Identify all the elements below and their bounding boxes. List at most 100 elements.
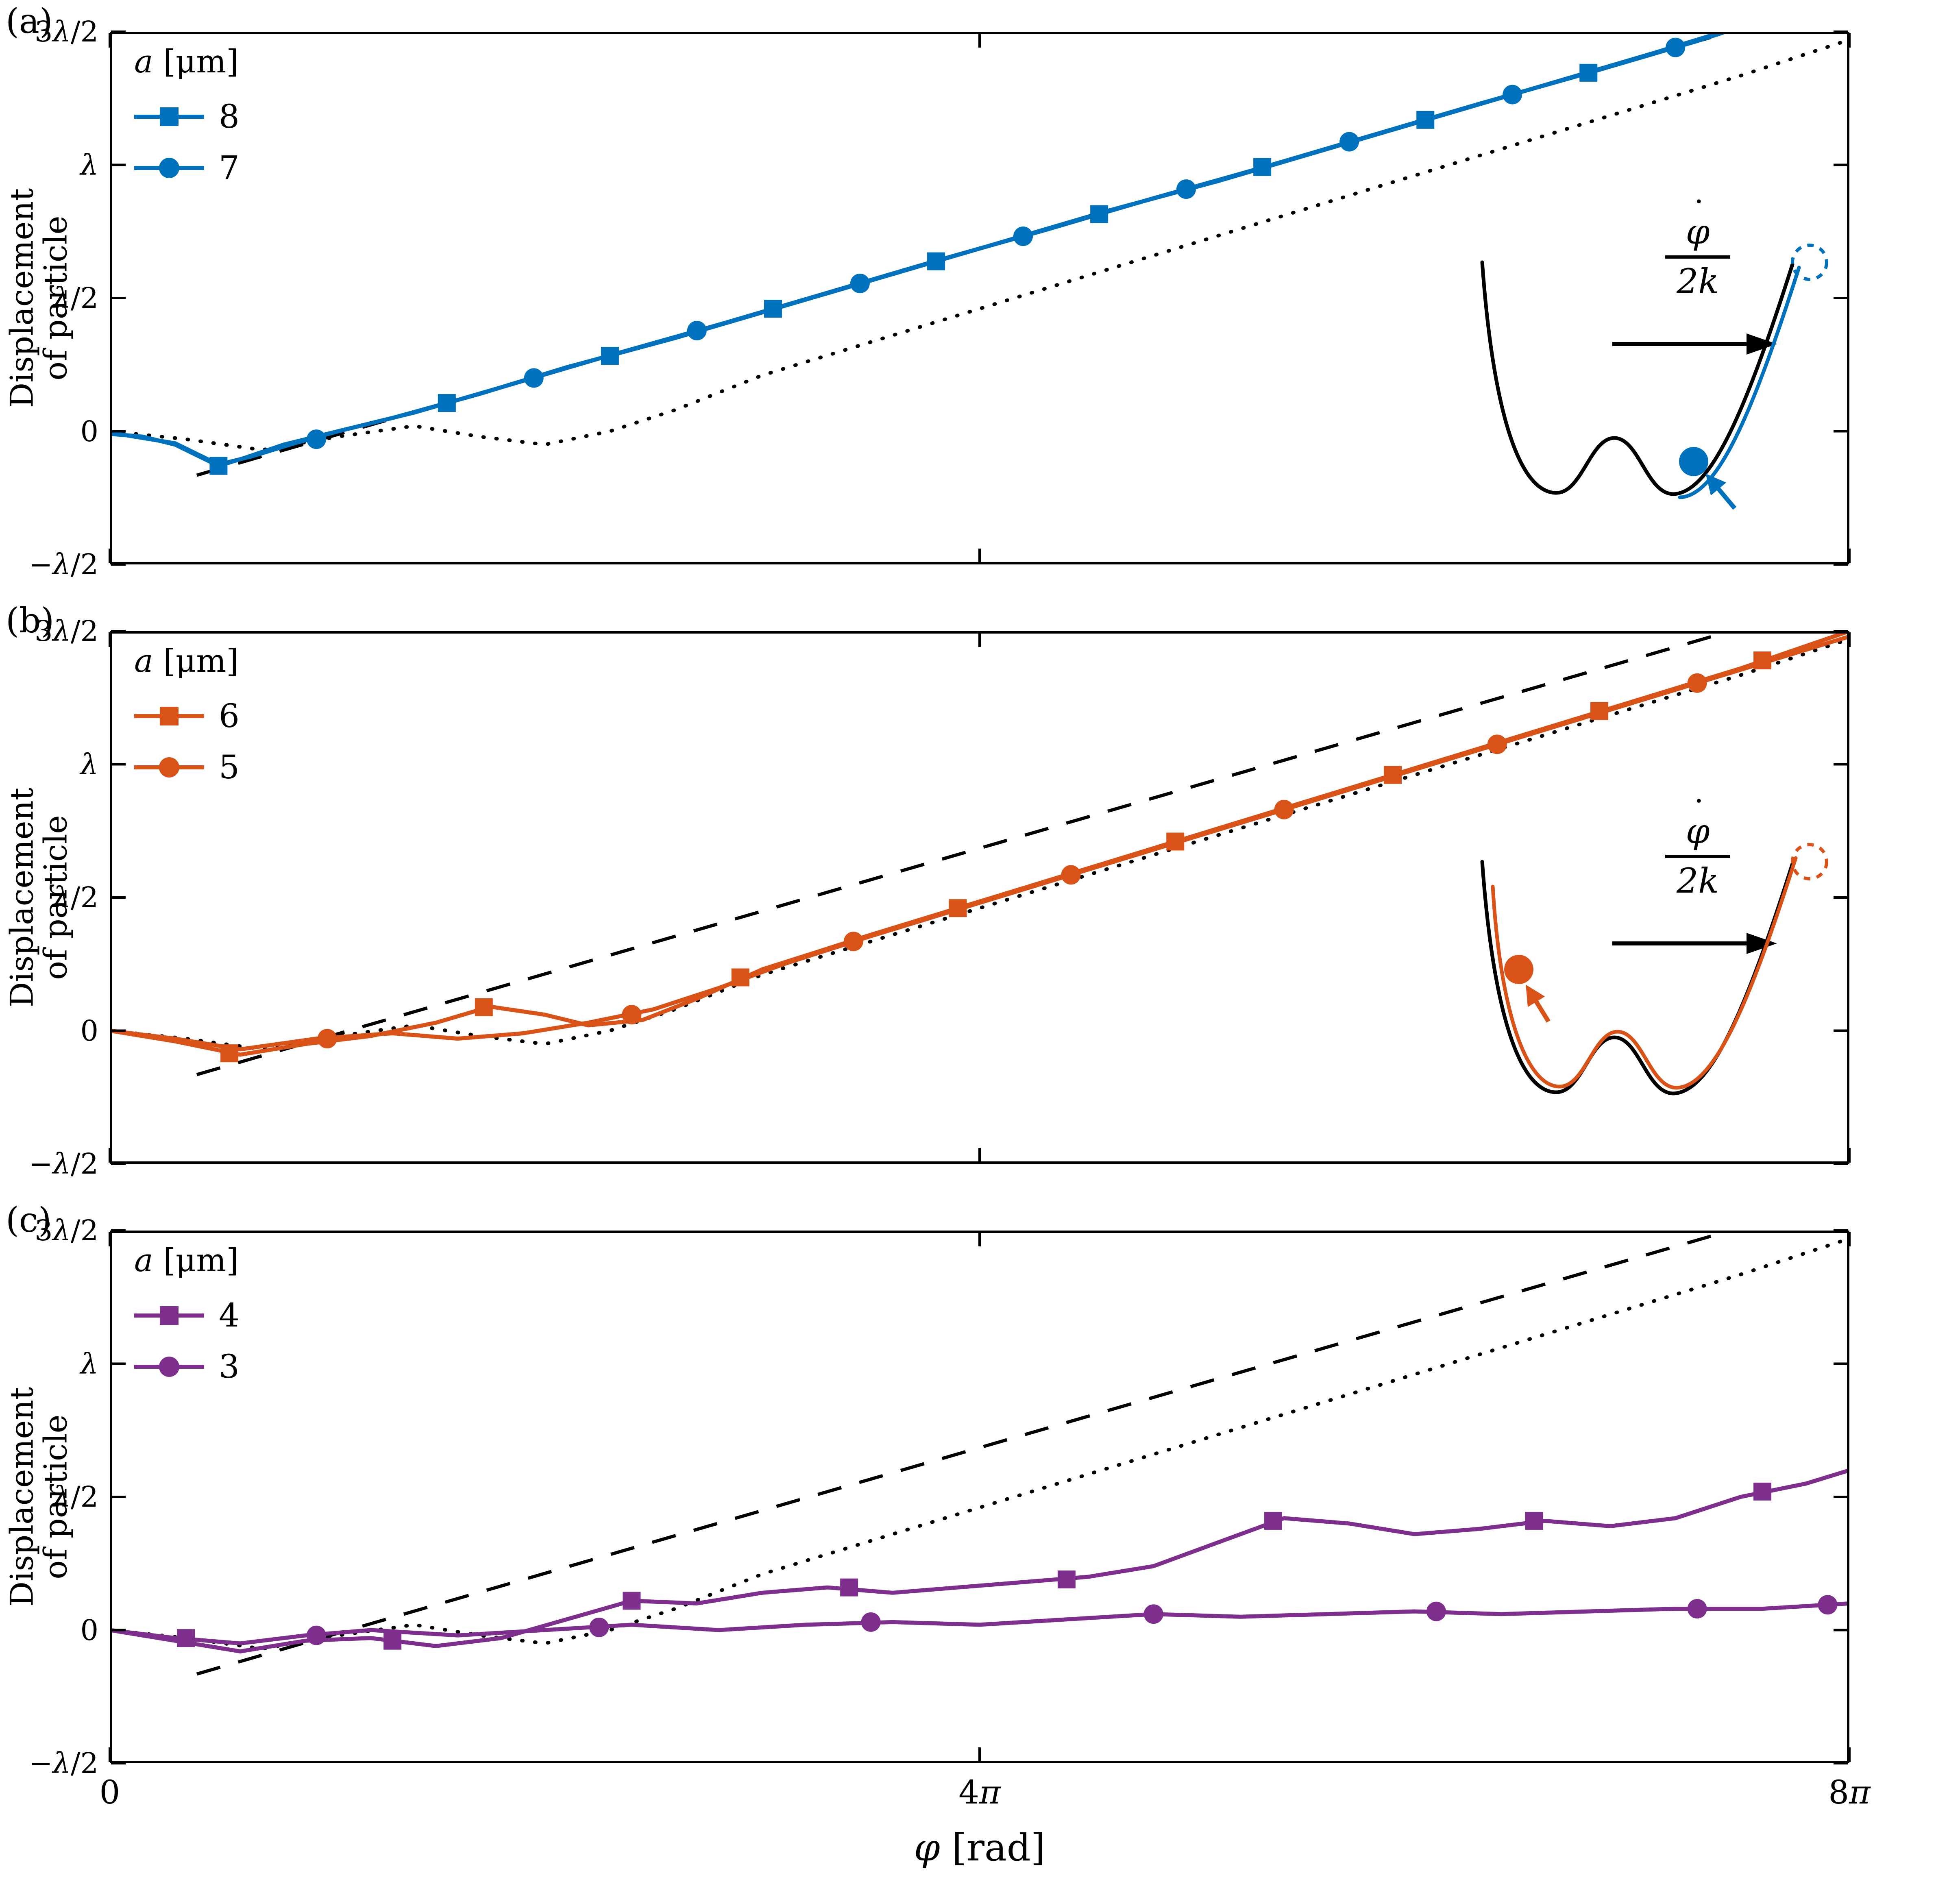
- panel-b-plot: [109, 630, 1851, 1165]
- y-tick-label: −λ/2: [28, 548, 98, 581]
- y-tick-label: 3λ/2: [34, 614, 98, 648]
- square-marker: [623, 1592, 641, 1610]
- legend-label: 8: [219, 98, 240, 136]
- square-marker: [1057, 1570, 1076, 1589]
- circle-marker-icon: [159, 1356, 179, 1377]
- particle-dot: [1679, 447, 1708, 476]
- circle-marker: [843, 932, 863, 952]
- y-tick-label: λ: [80, 1347, 98, 1381]
- y-tick-label: λ/2: [52, 281, 98, 315]
- legend-item-a7: 7: [134, 142, 240, 194]
- y-tick-label: −λ/2: [28, 1147, 98, 1181]
- panel-label-c: (c): [6, 1200, 52, 1240]
- circle-marker-icon: [159, 757, 179, 778]
- inset-b-potential-sketch: [1480, 843, 1828, 1096]
- circle-marker: [1487, 734, 1507, 754]
- x-tick-label: 8π: [1828, 1773, 1871, 1811]
- legend-item-a3: 3: [134, 1341, 240, 1392]
- legend-line: [134, 1356, 204, 1377]
- reference-line-dotted: [110, 1237, 1849, 1651]
- square-marker: [1264, 1512, 1282, 1530]
- phi-dot-numerator: ˙ φ: [1686, 793, 1710, 851]
- particle-motion-arrow: [1705, 473, 1737, 510]
- legend-item-a8: 8: [134, 91, 240, 142]
- y-tick-label: λ/2: [52, 881, 98, 914]
- circle-marker: [1013, 227, 1033, 246]
- legend-title: a [μm]: [134, 44, 239, 80]
- circle-marker: [1687, 673, 1707, 693]
- inset-a-rate-label: ˙ φ 2k: [1659, 197, 1736, 301]
- square-marker: [475, 998, 493, 1016]
- square-marker-icon: [160, 706, 179, 725]
- legend-label: 5: [219, 748, 240, 786]
- square-marker: [840, 1578, 858, 1597]
- legend-line: [134, 157, 204, 178]
- panel-label-a: (a): [6, 1, 53, 41]
- square-marker-icon: [160, 1306, 179, 1325]
- particle-dot: [1504, 955, 1533, 984]
- denominator: 2k: [1676, 261, 1719, 301]
- legend-label: 3: [219, 1348, 240, 1386]
- trap-overlay-path: [1491, 856, 1798, 1090]
- y-tick-label: 3λ/2: [34, 1214, 98, 1247]
- panel-label-b: (b): [6, 601, 54, 640]
- series-line-a=5um: [110, 634, 1849, 1052]
- circle-marker: [589, 1617, 609, 1637]
- circle-marker: [524, 368, 544, 388]
- legend-label: 6: [219, 697, 240, 735]
- legend-line: [134, 706, 204, 725]
- y-tick-label: −λ/2: [28, 1747, 98, 1780]
- square-marker: [1753, 1482, 1772, 1501]
- circle-marker: [1061, 865, 1081, 885]
- arrow-head: [1747, 933, 1777, 954]
- y-tick-label: 3λ/2: [34, 15, 98, 48]
- square-marker-icon: [160, 107, 179, 126]
- x-tick-label: 4π: [958, 1773, 1001, 1811]
- square-marker: [1525, 1512, 1543, 1530]
- future-position-ghost: [1791, 843, 1828, 880]
- legend-label: 7: [219, 149, 240, 187]
- circle-marker: [1274, 799, 1294, 819]
- legend-panel-a: a [μm] 8 7: [134, 44, 240, 194]
- circle-marker: [1666, 37, 1686, 57]
- inset-b-rotation-arrow: [1612, 933, 1777, 954]
- legend-line: [134, 107, 204, 126]
- legend-line: [134, 1306, 204, 1325]
- fraction-bar: [1665, 255, 1730, 259]
- legend-item-a5: 5: [134, 742, 240, 793]
- y-tick-label: 0: [80, 1613, 98, 1647]
- circle-marker: [850, 273, 870, 293]
- series-line-a=4um: [110, 1468, 1849, 1653]
- x-tick-label: 0: [99, 1773, 120, 1811]
- y-tick-label: λ/2: [52, 1480, 98, 1514]
- y-tick-label: 0: [80, 1014, 98, 1048]
- circle-marker: [1176, 179, 1196, 199]
- circle-marker: [317, 1029, 337, 1049]
- inset-a-potential-sketch: [1480, 244, 1828, 510]
- circle-marker: [1818, 1595, 1838, 1615]
- reference-line-dotted: [110, 38, 1849, 452]
- fraction-bar: [1665, 855, 1730, 858]
- trap-overlay-path: [1678, 266, 1801, 499]
- circle-marker: [687, 320, 707, 340]
- panel-a-plot: [109, 30, 1851, 566]
- future-position-ghost: [1791, 244, 1828, 281]
- square-marker: [383, 1631, 402, 1650]
- particle-motion-arrow: [1526, 985, 1551, 1023]
- legend-title: a [μm]: [134, 1242, 239, 1279]
- denominator: 2k: [1676, 861, 1719, 901]
- legend-line: [134, 757, 204, 778]
- y-tick-label: λ: [80, 148, 98, 182]
- circle-marker: [1687, 1599, 1707, 1619]
- series-line-a=7um: [110, 32, 1732, 467]
- circle-marker: [1503, 85, 1522, 105]
- circle-marker: [1143, 1604, 1163, 1624]
- circle-marker: [1426, 1601, 1446, 1621]
- legend-item-a6: 6: [134, 690, 240, 742]
- potential-curve: [1480, 260, 1794, 496]
- circle-marker: [622, 1005, 642, 1025]
- y-tick-label: 0: [80, 414, 98, 448]
- inset-a-rotation-arrow: [1612, 333, 1777, 355]
- legend-label: 4: [219, 1296, 240, 1335]
- circle-marker: [1339, 132, 1359, 152]
